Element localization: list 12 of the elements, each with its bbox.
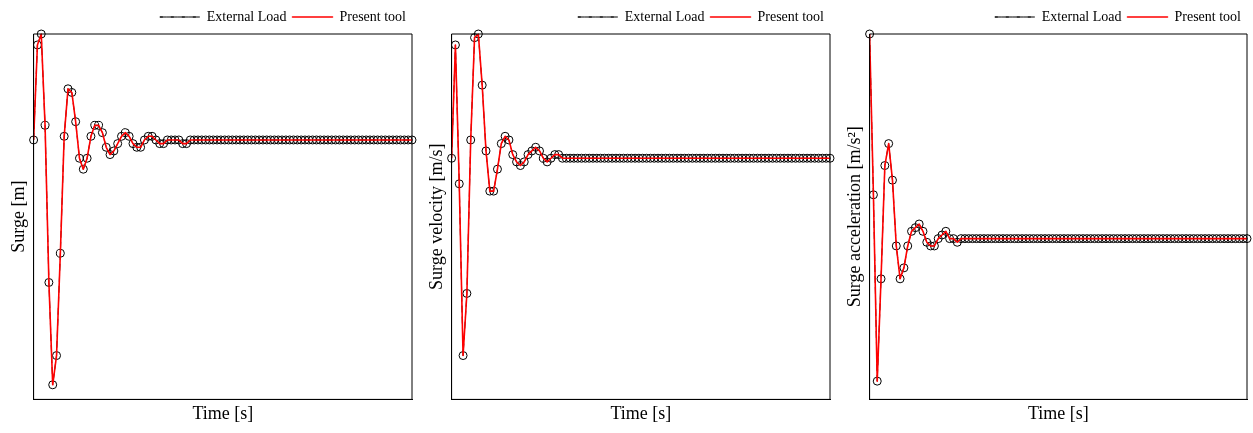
- y-axis-title: Surge acceleration [m/s²]: [843, 126, 864, 308]
- y-axis-title: Surge velocity [m/s]: [425, 143, 446, 291]
- legend-label: Present tool: [339, 8, 407, 24]
- x-axis-title: Time [s]: [610, 402, 672, 423]
- legend-label: External Load: [206, 8, 287, 24]
- legend-label: Present tool: [1174, 8, 1242, 24]
- x-axis-title: Time [s]: [1027, 402, 1089, 423]
- legend-label: External Load: [1041, 8, 1122, 24]
- legend-label: External Load: [624, 8, 705, 24]
- legend-label: Present tool: [757, 8, 825, 24]
- x-axis-title: Time [s]: [192, 402, 254, 423]
- y-axis-title: Surge [m]: [7, 180, 28, 253]
